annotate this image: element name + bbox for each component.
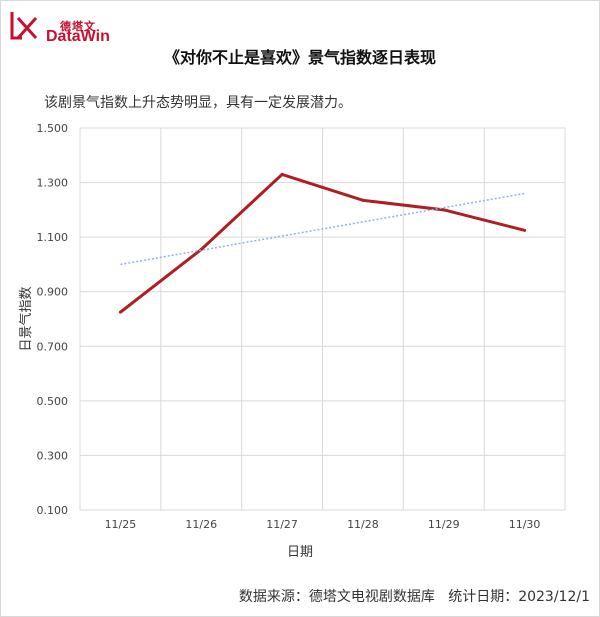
chart-title: 《对你不止是喜欢》景气指数逐日表现 [163,48,436,67]
y-axis-label: 日景气指数 [18,286,34,351]
data-point [442,208,446,212]
logo-brand-cn: 德塔文 [60,20,96,33]
gridlines [79,127,566,511]
logo-brand-en: DataWin [46,28,110,45]
datawin-logo: 德塔文 DataWin [8,8,128,45]
x-axis-label: 日期 [287,545,313,560]
x-axis-ticks: 11/25 11/26 11/27 11/28 11/29 11/30 [105,518,541,531]
series-layer [118,172,527,314]
chart-subtitle: 该剧景气指数上升态势明显，具有一定发展潜力。 [44,95,352,111]
y-tick-label: 1.100 [37,231,69,244]
series-line [119,172,525,314]
x-tick-label: 11/25 [105,518,137,531]
footer-source-date: 数据来源：德塔文电视剧数据库 统计日期：2023/12/1 [239,586,590,606]
data-point [118,310,122,314]
x-tick-label: 11/30 [509,518,541,531]
data-point [361,198,365,202]
x-tick-label: 11/29 [428,518,460,531]
x-tick-label: 11/26 [185,518,217,531]
y-tick-label: 0.300 [37,449,69,462]
trend-line [120,192,525,266]
y-tick-label: 1.500 [37,122,69,135]
y-tick-label: 0.700 [37,340,69,353]
y-tick-label: 0.900 [37,286,69,299]
y-tick-label: 0.100 [37,504,69,517]
data-point [523,228,527,232]
x-tick-label: 11/27 [266,518,298,531]
datawin-logo-icon [10,12,38,40]
x-tick-label: 11/28 [347,518,379,531]
y-axis-ticks: 0.100 0.300 0.500 0.700 0.900 1.100 1.300 1.500 [37,122,69,517]
data-point [280,172,284,176]
footer-source: 数据来源：德塔文电视剧数据库 [238,589,435,605]
footer-date: 统计日期：2023/12/1 [448,589,590,605]
y-tick-label: 0.500 [37,395,69,408]
y-tick-label: 1.300 [37,177,69,190]
